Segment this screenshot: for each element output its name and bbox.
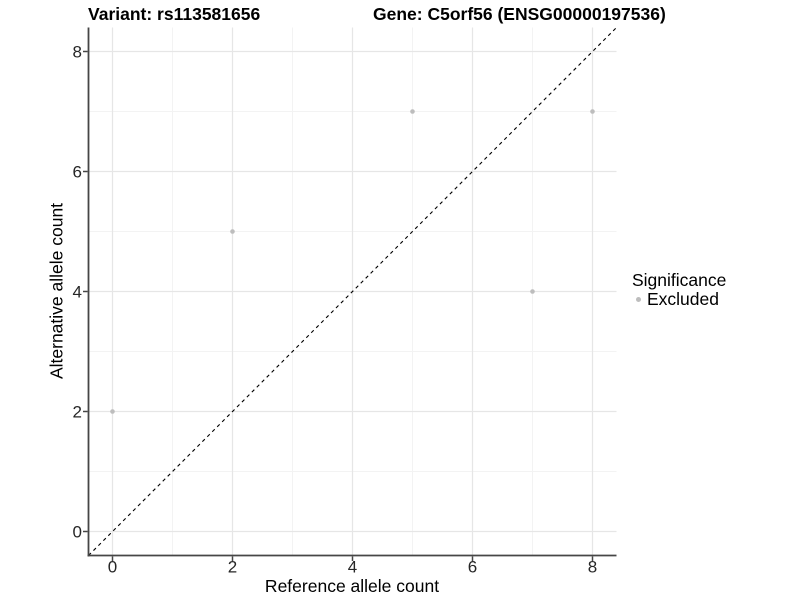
- data-point: [530, 289, 535, 294]
- legend-item-excluded: Excluded: [632, 290, 726, 309]
- legend: Significance Excluded: [632, 271, 726, 309]
- x-tick-label: 6: [468, 558, 477, 577]
- legend-item-label: Excluded: [647, 289, 719, 309]
- y-tick-label: 0: [73, 523, 82, 542]
- legend-title: Significance: [632, 270, 727, 290]
- y-axis-label: Alternative allele count: [46, 202, 67, 380]
- x-tick-label: 2: [228, 558, 237, 577]
- x-tick-label: 0: [108, 558, 117, 577]
- excluded-point-icon: [636, 297, 641, 302]
- plot-title-variant: Variant: rs113581656: [88, 4, 261, 24]
- y-tick-label: 6: [73, 163, 82, 182]
- x-tick-label: 4: [348, 558, 357, 577]
- data-point: [410, 109, 415, 114]
- x-tick-label: 8: [588, 558, 597, 577]
- y-tick-label: 2: [73, 403, 82, 422]
- data-point: [590, 109, 595, 114]
- y-tick-label: 8: [73, 43, 82, 62]
- data-point: [230, 229, 235, 234]
- x-axis-label: Reference allele count: [264, 576, 440, 596]
- data-point: [110, 409, 115, 414]
- y-tick-label: 4: [73, 283, 82, 302]
- identity-reference-line: [88, 27, 617, 556]
- plot-title-gene: Gene: C5orf56 (ENSG00000197536): [373, 4, 666, 24]
